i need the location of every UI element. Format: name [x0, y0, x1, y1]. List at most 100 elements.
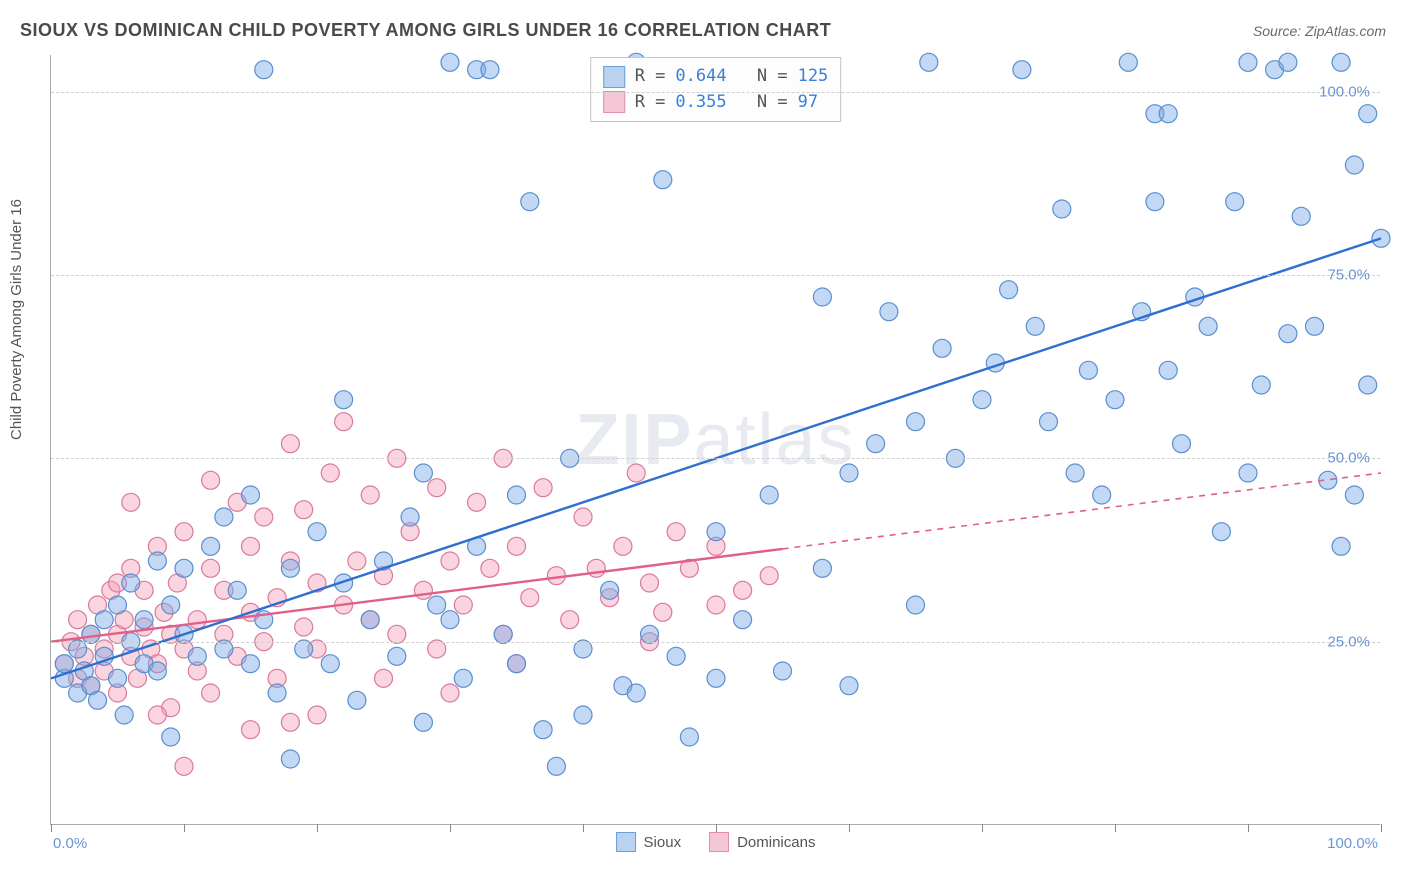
- data-point: [1239, 53, 1257, 71]
- y-tick-label: 25.0%: [1327, 633, 1370, 650]
- data-point: [1173, 435, 1191, 453]
- y-tick-label: 50.0%: [1327, 450, 1370, 467]
- data-point: [1226, 193, 1244, 211]
- data-point: [281, 750, 299, 768]
- data-point: [268, 684, 286, 702]
- legend-item-dominican: Dominicans: [709, 832, 815, 852]
- data-point: [109, 669, 127, 687]
- data-point: [813, 288, 831, 306]
- data-point: [907, 413, 925, 431]
- data-point: [295, 640, 313, 658]
- stats-row-sioux: R = 0.644 N = 125: [603, 64, 829, 90]
- data-point: [680, 728, 698, 746]
- data-point: [308, 523, 326, 541]
- data-point: [414, 581, 432, 599]
- data-point: [627, 684, 645, 702]
- data-point: [454, 596, 472, 614]
- data-point: [348, 691, 366, 709]
- swatch-sioux: [603, 66, 625, 88]
- data-point: [601, 581, 619, 599]
- data-point: [388, 625, 406, 643]
- gridline: [51, 642, 1380, 643]
- data-point: [202, 537, 220, 555]
- data-point: [388, 647, 406, 665]
- data-point: [255, 61, 273, 79]
- data-point: [587, 559, 605, 577]
- data-point: [707, 669, 725, 687]
- stats-row-dominican: R = 0.355 N = 97: [603, 90, 829, 116]
- data-point: [508, 537, 526, 555]
- gridline: [51, 458, 1380, 459]
- x-axis-start-label: 0.0%: [53, 835, 87, 852]
- data-point: [1026, 317, 1044, 335]
- data-point: [441, 552, 459, 570]
- data-point: [1239, 464, 1257, 482]
- trend-line-dashed: [783, 473, 1382, 549]
- source-label: Source: ZipAtlas.com: [1253, 23, 1386, 39]
- data-point: [654, 603, 672, 621]
- data-point: [667, 523, 685, 541]
- data-point: [1066, 464, 1084, 482]
- stats-legend: R = 0.644 N = 125 R = 0.355 N = 97: [590, 57, 842, 122]
- legend-item-sioux: Sioux: [616, 832, 682, 852]
- data-point: [335, 413, 353, 431]
- y-tick-label: 100.0%: [1319, 83, 1370, 100]
- data-point: [148, 552, 166, 570]
- data-point: [547, 757, 565, 775]
- x-tick: [583, 824, 584, 832]
- data-point: [295, 501, 313, 519]
- data-point: [574, 508, 592, 526]
- data-point: [188, 611, 206, 629]
- data-point: [1159, 105, 1177, 123]
- r-label: R =: [635, 90, 666, 116]
- data-point: [162, 596, 180, 614]
- data-point: [215, 640, 233, 658]
- data-point: [1252, 376, 1270, 394]
- dominican-r-value: 0.355: [675, 90, 726, 116]
- data-point: [774, 662, 792, 680]
- data-point: [641, 574, 659, 592]
- data-point: [1359, 376, 1377, 394]
- data-point: [148, 662, 166, 680]
- data-point: [508, 486, 526, 504]
- data-point: [813, 559, 831, 577]
- data-point: [69, 611, 87, 629]
- data-point: [1159, 361, 1177, 379]
- y-tick-label: 75.0%: [1327, 267, 1370, 284]
- data-point: [880, 303, 898, 321]
- data-point: [335, 391, 353, 409]
- data-point: [281, 435, 299, 453]
- data-point: [414, 464, 432, 482]
- data-point: [468, 493, 486, 511]
- data-point: [933, 339, 951, 357]
- data-point: [734, 611, 752, 629]
- data-point: [1359, 105, 1377, 123]
- data-point: [308, 706, 326, 724]
- data-point: [561, 611, 579, 629]
- data-point: [122, 493, 140, 511]
- data-point: [242, 486, 260, 504]
- x-tick: [184, 824, 185, 832]
- data-point: [760, 486, 778, 504]
- data-point: [627, 464, 645, 482]
- x-tick: [849, 824, 850, 832]
- data-point: [574, 706, 592, 724]
- data-point: [707, 596, 725, 614]
- data-point: [1332, 53, 1350, 71]
- scatter-svg: [51, 55, 1380, 824]
- data-point: [1199, 317, 1217, 335]
- data-point: [1345, 486, 1363, 504]
- x-axis-end-label: 100.0%: [1327, 835, 1378, 852]
- data-point: [242, 537, 260, 555]
- x-tick: [716, 824, 717, 832]
- data-point: [760, 567, 778, 585]
- data-point: [973, 391, 991, 409]
- data-point: [441, 684, 459, 702]
- x-tick: [1248, 824, 1249, 832]
- data-point: [1345, 156, 1363, 174]
- data-point: [162, 728, 180, 746]
- data-point: [1093, 486, 1111, 504]
- data-point: [521, 589, 539, 607]
- data-point: [202, 559, 220, 577]
- data-point: [508, 655, 526, 673]
